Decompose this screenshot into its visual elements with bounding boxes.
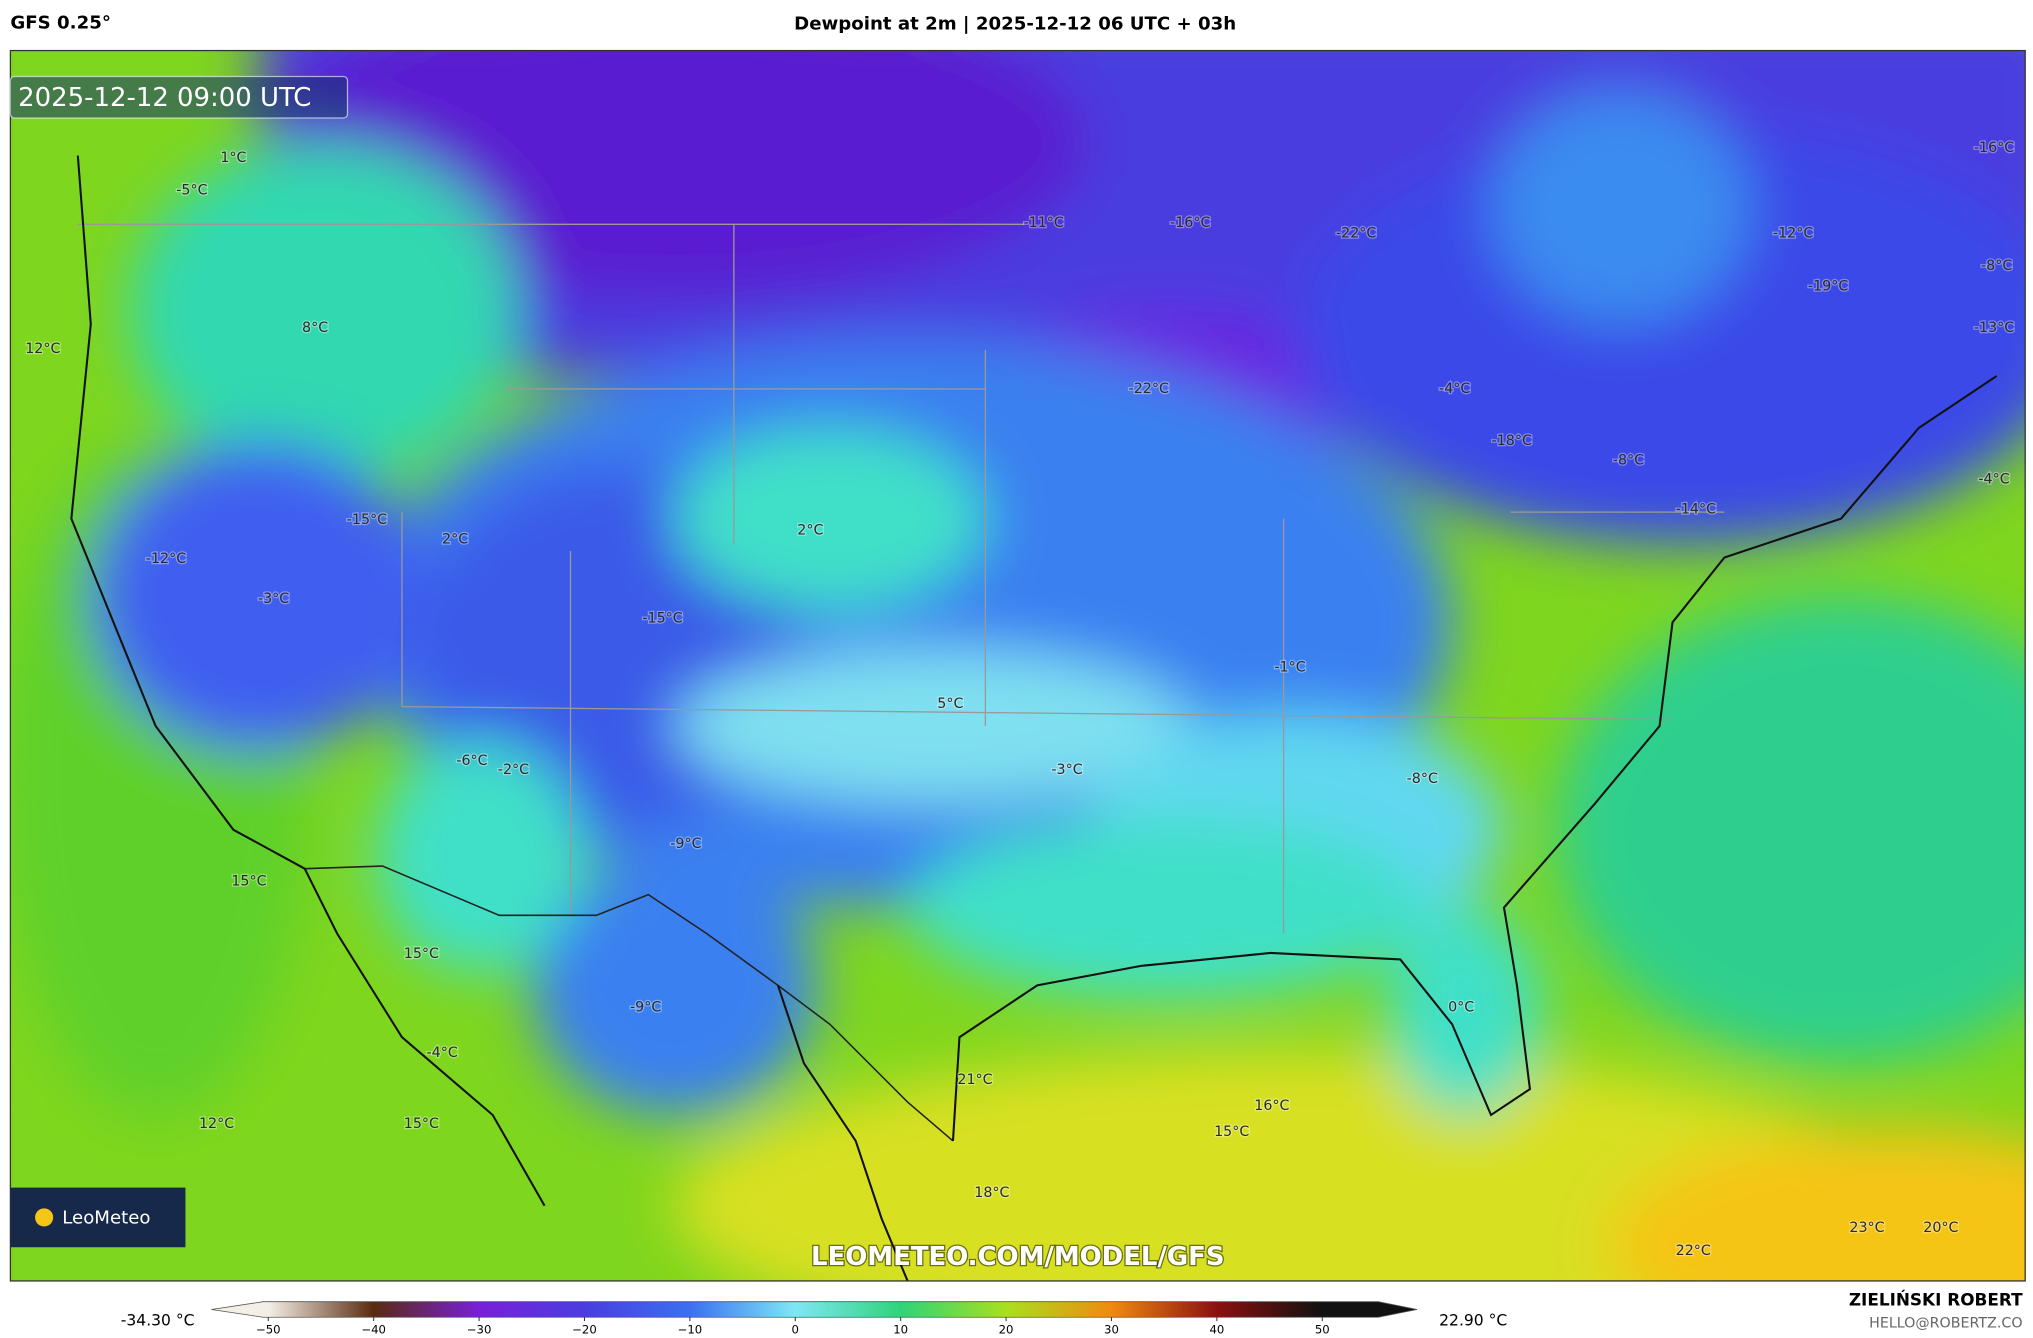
map-label: 15°C [404,946,439,962]
colorbar-tick-label: 10 [893,1323,908,1337]
map-label: 21°C [957,1072,992,1088]
map-label: -4°C [426,1045,457,1061]
logo: LeoMeteo [62,1208,150,1229]
map-label: 20°C [1923,1220,1958,1236]
map-label: -8°C [1613,452,1644,468]
map-labels: 1°C -5°C 12°C 8°C -11°C -16°C -22°C -16°C -12°C -… [24,139,2016,1261]
timestamp: 2025-12-12 09:00 UTC [18,83,311,113]
map-label: -2°C [498,762,529,778]
map-label: -6°C [456,753,487,769]
map-label: 15°C [404,1116,439,1132]
model-name: GFS 0.25° [10,12,111,33]
map-label: -9°C [630,999,661,1015]
map-label: -3°C [258,591,289,607]
map-label: 16°C [1254,1098,1289,1114]
map-label: 2°C [797,522,823,538]
map-label: -11°C [1024,215,1064,231]
colorbar-tick-label: 0 [792,1323,799,1337]
map-label: -19°C [1808,279,1848,295]
colorbar-tick-label: 20 [999,1323,1014,1337]
map-label: -3°C [1051,762,1082,778]
map-label: 8°C [302,320,328,336]
colorbar-tick-label: −50 [256,1323,281,1337]
map-label: 0°C [1448,999,1474,1015]
map-label: -18°C [1492,433,1532,449]
map-label: -4°C [1439,381,1470,397]
colorbar-tick-label: −40 [361,1323,386,1337]
map-label: 15°C [1214,1124,1249,1140]
map-label: -16°C [1170,215,1210,231]
map-label: 2°C [442,531,468,547]
colorbar-tick-label: 30 [1104,1323,1119,1337]
colorbar-tick-label: 40 [1209,1323,1224,1337]
map-label: -4°C [1978,472,2009,488]
map-label: -14°C [1676,502,1716,518]
watermark: LEOMETEO.COM/MODEL/GFS [811,1242,1224,1272]
map-label: -8°C [1407,771,1438,787]
map-title: Dewpoint at 2m | 2025-12-12 06 UTC + 03h [794,14,1236,35]
email: HELLO@ROBERTZ.CO [1869,1316,2022,1332]
map-label: -15°C [642,610,682,626]
map-label: 23°C [1849,1220,1884,1236]
map-label: 12°C [25,341,60,357]
map-label: 12°C [199,1116,234,1132]
map-label: -13°C [1974,320,2014,336]
map-label: -5°C [176,183,207,199]
colorbar-body [211,1301,1418,1318]
colorbar-tick-label: −10 [678,1323,703,1337]
colorbar-tick-label: −30 [467,1323,492,1337]
map-label: 18°C [974,1185,1009,1201]
map-label: 15°C [231,874,266,890]
map-label: 22°C [1676,1243,1711,1259]
logo-sun [35,1208,54,1227]
map-label: -8°C [1981,258,2012,274]
map-label: -22°C [1129,381,1169,397]
colorbar: −50 −40 −30 −20 −10 0 10 20 30 40 50 [211,1301,1418,1337]
map-label: -15°C [347,512,387,528]
map-label: -22°C [1336,225,1376,241]
map-label: 5°C [937,696,963,712]
colorbar-tick-label: −20 [572,1323,597,1337]
map-label: -12°C [146,551,186,567]
author: ZIELIŃSKI ROBERT [1849,1288,2023,1309]
colorbar-tick-label: 50 [1315,1323,1330,1337]
map-label: 1°C [220,150,246,166]
map-label: -1°C [1274,660,1305,676]
map-label: -16°C [1974,140,2014,156]
timestamp-box [9,75,349,119]
map-label: -9°C [670,836,701,852]
map-label: -12°C [1773,225,1813,241]
colorbar-min: -34.30 °C [121,1312,195,1330]
colorbar-max: 22.90 °C [1439,1312,1507,1330]
